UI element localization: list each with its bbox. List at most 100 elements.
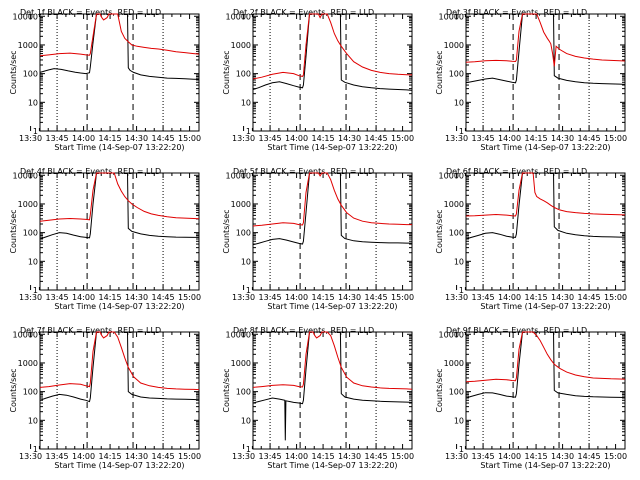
y-tick-label: 10000 <box>439 171 464 180</box>
x-tick-label: 13:45 <box>259 452 282 461</box>
y-tick-label: 1000 <box>18 41 38 50</box>
events-series-line <box>39 172 199 240</box>
x-tick-label: 13:45 <box>259 134 282 143</box>
y-tick-label: 1 <box>246 286 251 295</box>
x-tick-label: 14:45 <box>152 293 175 302</box>
y-axis-label: Counts/sec <box>435 368 444 412</box>
x-tick-label: 15:00 <box>178 452 201 461</box>
x-tick-label: 14:30 <box>551 293 574 302</box>
panel-title: Det 9f BLACK = Events, RED = LLD <box>446 326 587 335</box>
panel-title: Det 2f BLACK = Events, RED = LLD <box>233 8 374 17</box>
y-tick-label: 1 <box>33 127 38 136</box>
x-tick-label: 13:30 <box>19 452 42 461</box>
x-tick-label: 14:15 <box>525 452 548 461</box>
y-tick-label: 1 <box>33 286 38 295</box>
y-tick-label: 10 <box>28 416 38 425</box>
y-axis-label: Counts/sec <box>9 50 18 94</box>
lld-series-line <box>252 13 413 80</box>
x-tick-label: 15:00 <box>391 452 414 461</box>
y-axis-label: Counts/sec <box>222 209 231 253</box>
x-tick-label: 14:15 <box>525 134 548 143</box>
x-tick-label: 13:30 <box>232 134 255 143</box>
y-tick-label: 1000 <box>231 200 251 209</box>
x-tick-label: 13:45 <box>259 293 282 302</box>
y-tick-label: 1000 <box>444 41 464 50</box>
events-series-line <box>252 13 413 91</box>
lld-series-line <box>252 172 412 227</box>
x-tick-label: 14:30 <box>338 293 361 302</box>
y-tick-label: 100 <box>236 229 251 238</box>
y-tick-label: 100 <box>449 229 464 238</box>
x-tick-label: 14:00 <box>498 452 521 461</box>
y-tick-label: 10 <box>241 98 251 107</box>
x-tick-label: 15:00 <box>604 293 627 302</box>
x-axis-label: Start Time (14-Sep-07 13:22:20) <box>480 461 610 470</box>
y-tick-label: 100 <box>449 70 464 79</box>
detector-panel: Det 8f BLACK = Events, RED = LLD 1 10 100 10… <box>222 326 414 470</box>
y-tick-label: 10000 <box>439 330 464 339</box>
y-tick-label: 10000 <box>13 171 38 180</box>
x-tick-label: 14:30 <box>125 293 148 302</box>
y-tick-label: 10000 <box>13 12 38 21</box>
x-tick-label: 14:30 <box>551 452 574 461</box>
x-axis-label: Start Time (14-Sep-07 13:22:20) <box>54 143 184 152</box>
y-axis-label: Counts/sec <box>435 209 444 253</box>
x-tick-label: 13:45 <box>472 134 495 143</box>
y-tick-label: 100 <box>23 388 38 397</box>
plot-frame <box>465 13 626 132</box>
x-tick-label: 14:45 <box>365 293 388 302</box>
y-tick-label: 100 <box>236 70 251 79</box>
y-tick-label: 1 <box>459 445 464 454</box>
events-series-line <box>465 13 626 85</box>
x-axis-label: Start Time (14-Sep-07 13:22:20) <box>267 302 397 311</box>
y-tick-label: 1000 <box>18 359 38 368</box>
x-tick-label: 14:15 <box>525 293 548 302</box>
x-tick-label: 14:00 <box>498 293 521 302</box>
x-tick-label: 14:00 <box>72 452 95 461</box>
detector-panel: Det 5f BLACK = Events, RED = LLD 1 10 100 10… <box>222 167 414 311</box>
x-tick-label: 14:45 <box>365 134 388 143</box>
y-tick-label: 10 <box>454 416 464 425</box>
x-tick-label: 13:30 <box>19 134 42 143</box>
plot-frame <box>252 172 413 291</box>
x-tick-label: 15:00 <box>604 134 627 143</box>
panel-title: Det 7f BLACK = Events, RED = LLD <box>20 326 161 335</box>
lld-series-line <box>465 331 626 383</box>
plot-frame <box>465 172 626 291</box>
y-tick-label: 10 <box>454 98 464 107</box>
lld-series-line <box>39 331 200 391</box>
x-tick-label: 14:30 <box>125 134 148 143</box>
x-axis-label: Start Time (14-Sep-07 13:22:20) <box>267 461 397 470</box>
detector-panel: Det 2f BLACK = Events, RED = LLD 1 10 100 10… <box>222 8 414 152</box>
x-tick-label: 14:00 <box>72 293 95 302</box>
events-series-line <box>465 172 625 240</box>
x-tick-label: 13:45 <box>46 452 69 461</box>
lld-series-line <box>465 13 626 67</box>
panel-title: Det 4f BLACK = Events, RED = LLD <box>20 167 161 176</box>
y-tick-label: 10 <box>241 257 251 266</box>
y-tick-label: 1 <box>246 127 251 136</box>
x-tick-label: 14:00 <box>285 452 308 461</box>
y-tick-label: 1000 <box>444 200 464 209</box>
y-tick-label: 10 <box>454 257 464 266</box>
detector-panel: Det 3f BLACK = Events, RED = LLD 1 10 100 10… <box>435 8 627 152</box>
x-tick-label: 14:15 <box>312 293 335 302</box>
x-axis-label: Start Time (14-Sep-07 13:22:20) <box>267 143 397 152</box>
y-tick-label: 10 <box>241 416 251 425</box>
x-tick-label: 15:00 <box>391 293 414 302</box>
panel-title: Det 5f BLACK = Events, RED = LLD <box>233 167 374 176</box>
y-tick-label: 1 <box>459 127 464 136</box>
y-tick-label: 1 <box>33 445 38 454</box>
panel-title: Det 6f BLACK = Events, RED = LLD <box>446 167 587 176</box>
y-tick-label: 100 <box>23 70 38 79</box>
x-tick-label: 14:00 <box>285 134 308 143</box>
y-tick-label: 1 <box>246 445 251 454</box>
detector-panel: Det 9f BLACK = Events, RED = LLD 1 10 100 10… <box>435 326 627 470</box>
x-tick-label: 14:30 <box>551 134 574 143</box>
x-tick-label: 13:45 <box>46 134 69 143</box>
y-tick-label: 100 <box>23 229 38 238</box>
y-tick-label: 10 <box>28 257 38 266</box>
x-tick-label: 13:30 <box>445 293 468 302</box>
y-axis-label: Counts/sec <box>222 368 231 412</box>
x-tick-label: 14:00 <box>72 134 95 143</box>
